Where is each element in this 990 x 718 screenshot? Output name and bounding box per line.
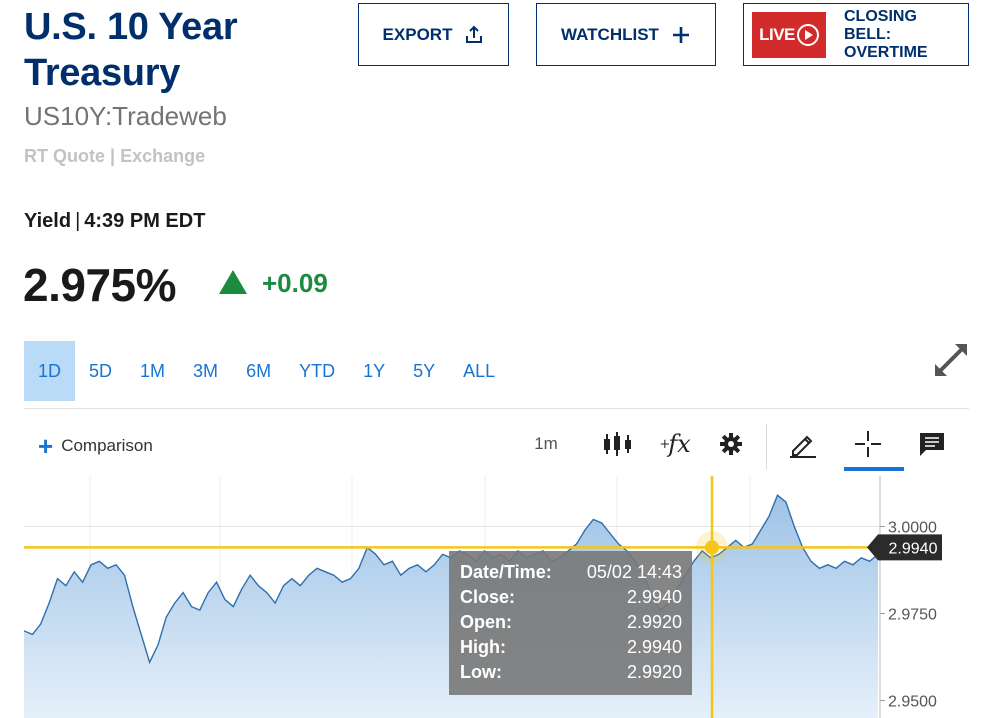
yield-label: Yield: [24, 210, 72, 232]
tooltip-value: 2.9940: [626, 637, 682, 657]
tooltip-row-high: High: 2.9940: [460, 636, 682, 661]
tab-6m[interactable]: 6M: [246, 360, 272, 381]
quote-type: RT Quote: [24, 146, 105, 166]
y-tick-label: 2.9500: [888, 694, 937, 711]
tooltip-row-close: Close: 2.9940: [460, 586, 682, 611]
current-price-tag: 2.9940: [867, 534, 942, 561]
gear-icon[interactable]: [713, 424, 749, 464]
current-price-label: 2.9940: [889, 540, 938, 557]
quote-time: 4:39 PM EDT: [84, 210, 206, 232]
pencil-icon[interactable]: [784, 424, 822, 464]
tab-1y[interactable]: 1Y: [363, 360, 386, 381]
tooltip-key: Close:: [460, 587, 516, 607]
yield-timestamp: Yield | 4:39 PM EDT: [24, 210, 205, 233]
watchlist-label: WATCHLIST: [561, 24, 659, 44]
quote-sep: |: [110, 146, 116, 166]
active-tool-indicator: [844, 467, 904, 471]
tooltip-row-datetime: Date/Time: 05/02 14:43: [460, 561, 682, 586]
symbol-label: US10Y:Tradeweb: [24, 101, 227, 131]
comment-icon[interactable]: [914, 424, 950, 464]
interval-selector[interactable]: 1m: [534, 434, 558, 453]
exchange-label: Exchange: [120, 146, 206, 166]
tab-ytd[interactable]: YTD: [299, 360, 336, 381]
tab-5y[interactable]: 5Y: [413, 360, 436, 381]
tab-5d[interactable]: 5D: [89, 360, 113, 381]
tooltip-value: 2.9940: [626, 587, 682, 607]
plus-icon: +: [38, 431, 54, 461]
export-button[interactable]: EXPORT: [358, 3, 509, 66]
last-price: 2.975%: [23, 259, 177, 311]
crosshair-point: [705, 540, 719, 555]
tab-1d[interactable]: 1D: [24, 341, 76, 401]
tab-1m[interactable]: 1M: [140, 360, 166, 381]
live-show-title: CLOSING BELL: OVERTIME: [844, 7, 928, 61]
tooltip-row-open: Open: 2.9920: [460, 611, 682, 636]
tooltip-key: Open:: [460, 612, 512, 632]
tooltip-key: Date/Time:: [460, 562, 552, 582]
export-label: EXPORT: [382, 24, 453, 44]
divider: [24, 408, 969, 409]
y-tick-label: 2.9750: [888, 607, 937, 624]
tooltip-key: High:: [460, 637, 506, 657]
tab-all[interactable]: ALL: [463, 360, 496, 381]
tooltip-value: 05/02 14:43: [586, 562, 682, 582]
share-icon: [464, 25, 484, 45]
live-badge-label: LIVE: [759, 24, 795, 44]
play-icon: [796, 23, 819, 46]
yield-sep: |: [75, 210, 81, 232]
tooltip-key: Low:: [460, 662, 502, 682]
fx-label: fx: [668, 430, 691, 458]
comparison-label: Comparison: [61, 436, 153, 455]
quote-source: RT Quote | Exchange: [24, 146, 205, 167]
plus-icon: [671, 25, 691, 45]
page-title: U.S. 10 Year Treasury: [24, 6, 238, 94]
up-arrow-icon: [219, 270, 247, 294]
tooltip-value: 2.9920: [626, 612, 682, 632]
candlestick-icon[interactable]: [600, 424, 636, 464]
tooltip-row-low: Low: 2.9920: [460, 661, 682, 686]
range-tabs: 1D 5D 1M 3M 6M YTD 1Y 5Y ALL: [24, 341, 509, 401]
live-show-button[interactable]: LIVE CLOSING BELL: OVERTIME: [743, 3, 969, 66]
expand-icon[interactable]: [931, 340, 971, 380]
live-badge: LIVE: [752, 11, 826, 58]
studies-fx-icon[interactable]: + fx: [659, 430, 691, 458]
toolbar-separator: [766, 424, 767, 470]
tooltip-value: 2.9920: [626, 662, 682, 682]
y-tick-label: 3.0000: [888, 519, 937, 536]
comparison-button[interactable]: + Comparison: [38, 431, 153, 461]
crosshair-icon[interactable]: [846, 424, 890, 464]
tab-3m[interactable]: 3M: [193, 360, 219, 381]
price-change: +0.09: [262, 268, 328, 298]
data-tooltip: Date/Time: 05/02 14:43 Close: 2.9940 Open:…: [449, 551, 692, 695]
watchlist-button[interactable]: WATCHLIST: [536, 3, 716, 66]
